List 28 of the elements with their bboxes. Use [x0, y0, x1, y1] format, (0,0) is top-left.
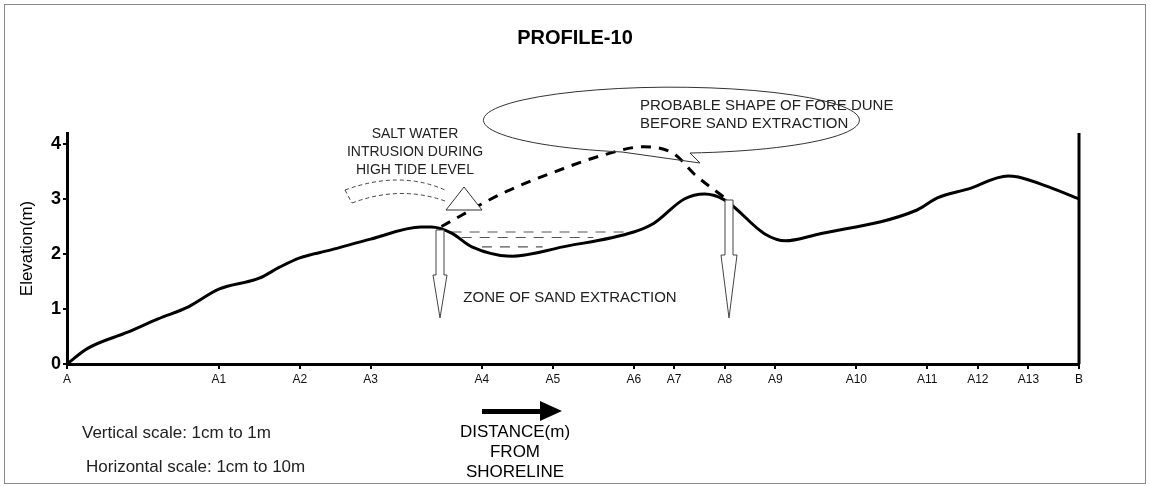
y-tick-label: 1 — [50, 297, 61, 318]
x-tick-label: A4 — [474, 371, 490, 386]
x-tick-label: A — [62, 371, 72, 386]
text: Vertical scale: 1cm to 1m — [82, 423, 272, 442]
y-axis-title: Elevation(m) — [16, 200, 36, 297]
x-tick-label: A5 — [545, 371, 561, 386]
annotation: SALT WATER INTRUSION DURING HIGH TIDE LEVEL — [345, 124, 485, 178]
x-tick-label: A6 — [626, 371, 642, 386]
annotation: ZONE OF SAND EXTRACTION — [462, 288, 678, 306]
y-tick-label: 3 — [50, 187, 61, 208]
x-tick-label: A10 — [845, 371, 868, 386]
x-tick-label: A8 — [717, 371, 733, 386]
text: Horizontal scale: 1cm to 10m — [86, 457, 307, 476]
x-axis-title: DISTANCE(m) FROM SHORELINE — [458, 422, 572, 482]
x-tick-label: A11 — [916, 371, 938, 386]
x-tick-label: A13 — [1017, 371, 1040, 386]
chart-title: PROFILE-10 — [516, 26, 634, 49]
y-tick-label: 4 — [50, 132, 61, 153]
x-tick-label: A2 — [292, 371, 308, 386]
x-tick-label: A9 — [768, 371, 784, 386]
x-tick-label: A1 — [211, 371, 227, 386]
x-tick-label: A7 — [666, 371, 682, 386]
x-tick-label: A12 — [967, 371, 989, 386]
y-tick-label: 0 — [50, 352, 61, 373]
x-tick-label: A3 — [363, 371, 379, 386]
y-tick-label: 2 — [50, 242, 61, 263]
x-tick-label: B — [1074, 371, 1084, 386]
text: PROBABLE SHAPE OF FORE DUNE BEFORE SAND EXTRACTION — [640, 96, 895, 132]
